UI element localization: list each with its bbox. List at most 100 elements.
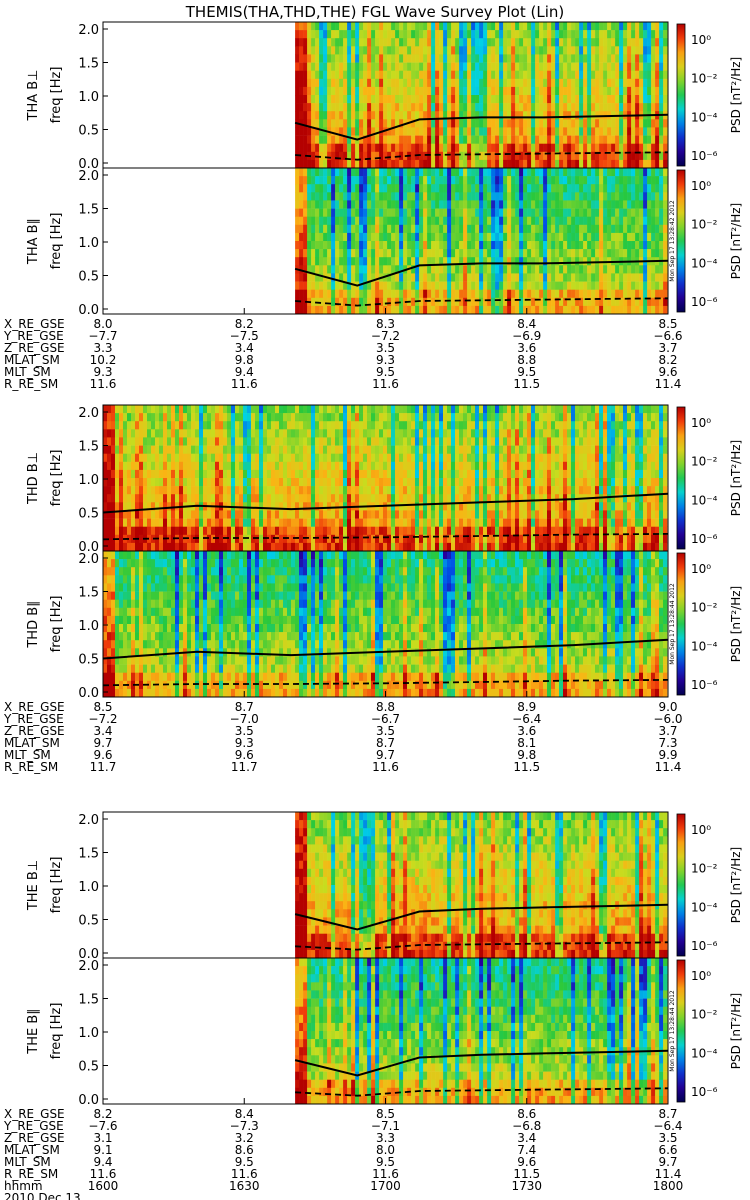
spectrogram-cell (219, 526, 224, 536)
spectrogram-cell (607, 305, 612, 315)
spectrogram-cell (399, 224, 404, 234)
spectrogram-cell (651, 54, 656, 63)
spectrogram-cell (123, 453, 128, 463)
spectrogram-cell (475, 159, 480, 169)
spectrogram-cell (251, 486, 256, 495)
spectrogram-cell (287, 429, 292, 438)
spectrogram-cell (403, 461, 408, 471)
spectrogram-cell (575, 151, 580, 161)
spectrogram-cell (415, 289, 420, 299)
spectrogram-cell (527, 289, 532, 299)
spectrogram-cell (575, 119, 580, 128)
spectrogram-cell (343, 461, 348, 471)
spectrogram-cell (507, 143, 512, 153)
spectrogram-cell (347, 421, 352, 430)
spectrogram-cell (243, 405, 248, 414)
spectrogram-cell (439, 38, 444, 47)
spectrogram-cell (191, 445, 196, 455)
spectrogram-cell (391, 119, 396, 128)
spectrogram-cell (635, 86, 640, 96)
spectrogram-cell (347, 22, 352, 31)
spectrogram-cell (351, 208, 356, 218)
spectrogram-cell (519, 208, 524, 218)
spectrogram-cell (543, 151, 548, 161)
spectrogram-cell (203, 518, 208, 528)
spectrogram-cell (203, 405, 208, 414)
spectrogram-cell (403, 421, 408, 430)
spectrogram-cell (595, 249, 600, 258)
spectrogram-cell (275, 453, 280, 463)
ephemeris-value: −6.6 (653, 329, 682, 343)
spectrogram-cell (467, 143, 472, 153)
spectrogram-cell (567, 168, 572, 177)
spectrogram-cell (303, 257, 308, 266)
spectrogram-cell (579, 289, 584, 299)
spectrogram-cell (539, 111, 544, 120)
spectrogram-cell (635, 192, 640, 201)
spectrogram-cell (623, 265, 628, 274)
spectrogram-cell (491, 216, 496, 226)
spectrogram-cell (195, 469, 200, 479)
spectrogram-cell (427, 86, 432, 96)
spectrogram-cell (579, 216, 584, 226)
spectrogram-cell (343, 151, 348, 161)
spectrogram-cell (583, 208, 588, 218)
spectrogram-cell (503, 86, 508, 96)
spectrogram-cell (567, 22, 572, 31)
spectrogram-cell (159, 429, 164, 438)
spectrogram-cell (371, 46, 376, 55)
spectrogram-cell (187, 429, 192, 438)
spectrogram-cell (407, 510, 412, 519)
spectrogram-cell (391, 78, 396, 88)
spectrogram-cell (659, 62, 664, 72)
spectrogram-cell (235, 486, 240, 495)
spectrogram-cell (411, 437, 416, 446)
spectrogram-cell (615, 184, 620, 193)
spectrogram-cell (347, 518, 352, 528)
spectrogram-cell (631, 297, 636, 307)
spectrogram-cell (311, 273, 316, 282)
spectrogram-cell (215, 445, 220, 455)
spectrogram-cell (431, 534, 436, 544)
spectrogram-cell (283, 510, 288, 519)
spectrogram-cell (315, 526, 320, 536)
spectrogram-cell (435, 405, 440, 414)
spectrogram-cell (407, 111, 412, 120)
spectrogram-cell (479, 176, 484, 185)
spectrogram-cell (423, 78, 428, 88)
spectrogram-cell (435, 159, 440, 169)
spectrogram-cell (395, 421, 400, 430)
spectrogram-cell (535, 208, 540, 218)
spectrogram-cell (191, 494, 196, 503)
spectrogram-cell (583, 159, 588, 169)
spectrogram-cell (347, 445, 352, 455)
spectrogram-cell (599, 224, 604, 234)
spectrogram-cell (379, 437, 384, 446)
spectrogram-cell (311, 413, 316, 422)
spectrogram-cell (471, 143, 476, 153)
spectrogram-cell (471, 127, 476, 136)
spectrogram-cell (283, 405, 288, 414)
spectrogram-cell (379, 176, 384, 185)
spectrogram-cell (611, 30, 616, 39)
spectrogram-cell (415, 95, 420, 104)
spectrogram-cell (339, 510, 344, 519)
spectrogram-cell (651, 95, 656, 104)
spectrogram-cell (371, 38, 376, 47)
spectrogram-cell (295, 192, 300, 201)
spectrogram-cell (515, 151, 520, 161)
spectrogram-cell (507, 30, 512, 39)
spectrogram-cell (611, 22, 616, 31)
spectrogram-cell (567, 54, 572, 63)
spectrogram-cell (655, 70, 660, 80)
spectrogram-cell (627, 54, 632, 63)
spectrogram-cell (191, 469, 196, 479)
spectrogram-cell (303, 143, 308, 153)
spectrogram-cell (647, 273, 652, 282)
spectrogram-cell (655, 241, 660, 250)
spectrogram-cell (407, 54, 412, 63)
spectrogram-cell (423, 305, 428, 315)
spectrogram-cell (659, 273, 664, 282)
spectrogram-cell (587, 168, 592, 177)
spectrogram-cell (571, 95, 576, 104)
